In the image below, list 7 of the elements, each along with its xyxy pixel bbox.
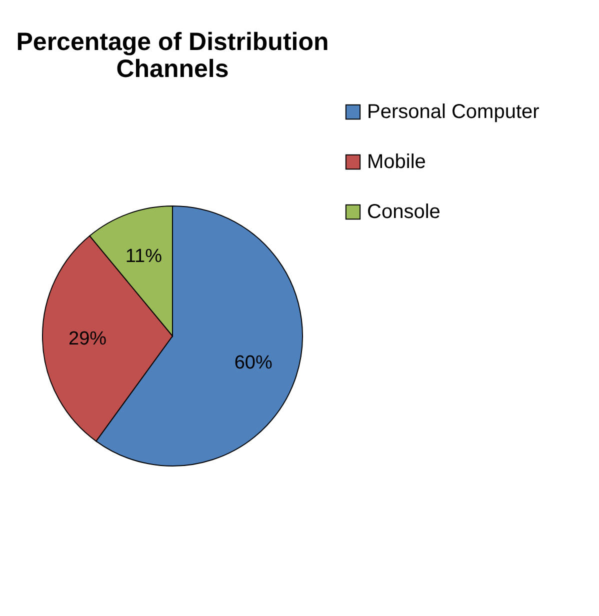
legend-label: Console — [367, 201, 440, 223]
chart-title: Percentage of Distribution Channels — [16, 28, 329, 83]
legend-label: Personal Computer — [367, 101, 540, 123]
data-label: 60% — [234, 352, 272, 374]
legend-label: Mobile — [367, 151, 426, 173]
data-label: 11% — [125, 246, 162, 268]
data-label: 29% — [68, 328, 107, 350]
